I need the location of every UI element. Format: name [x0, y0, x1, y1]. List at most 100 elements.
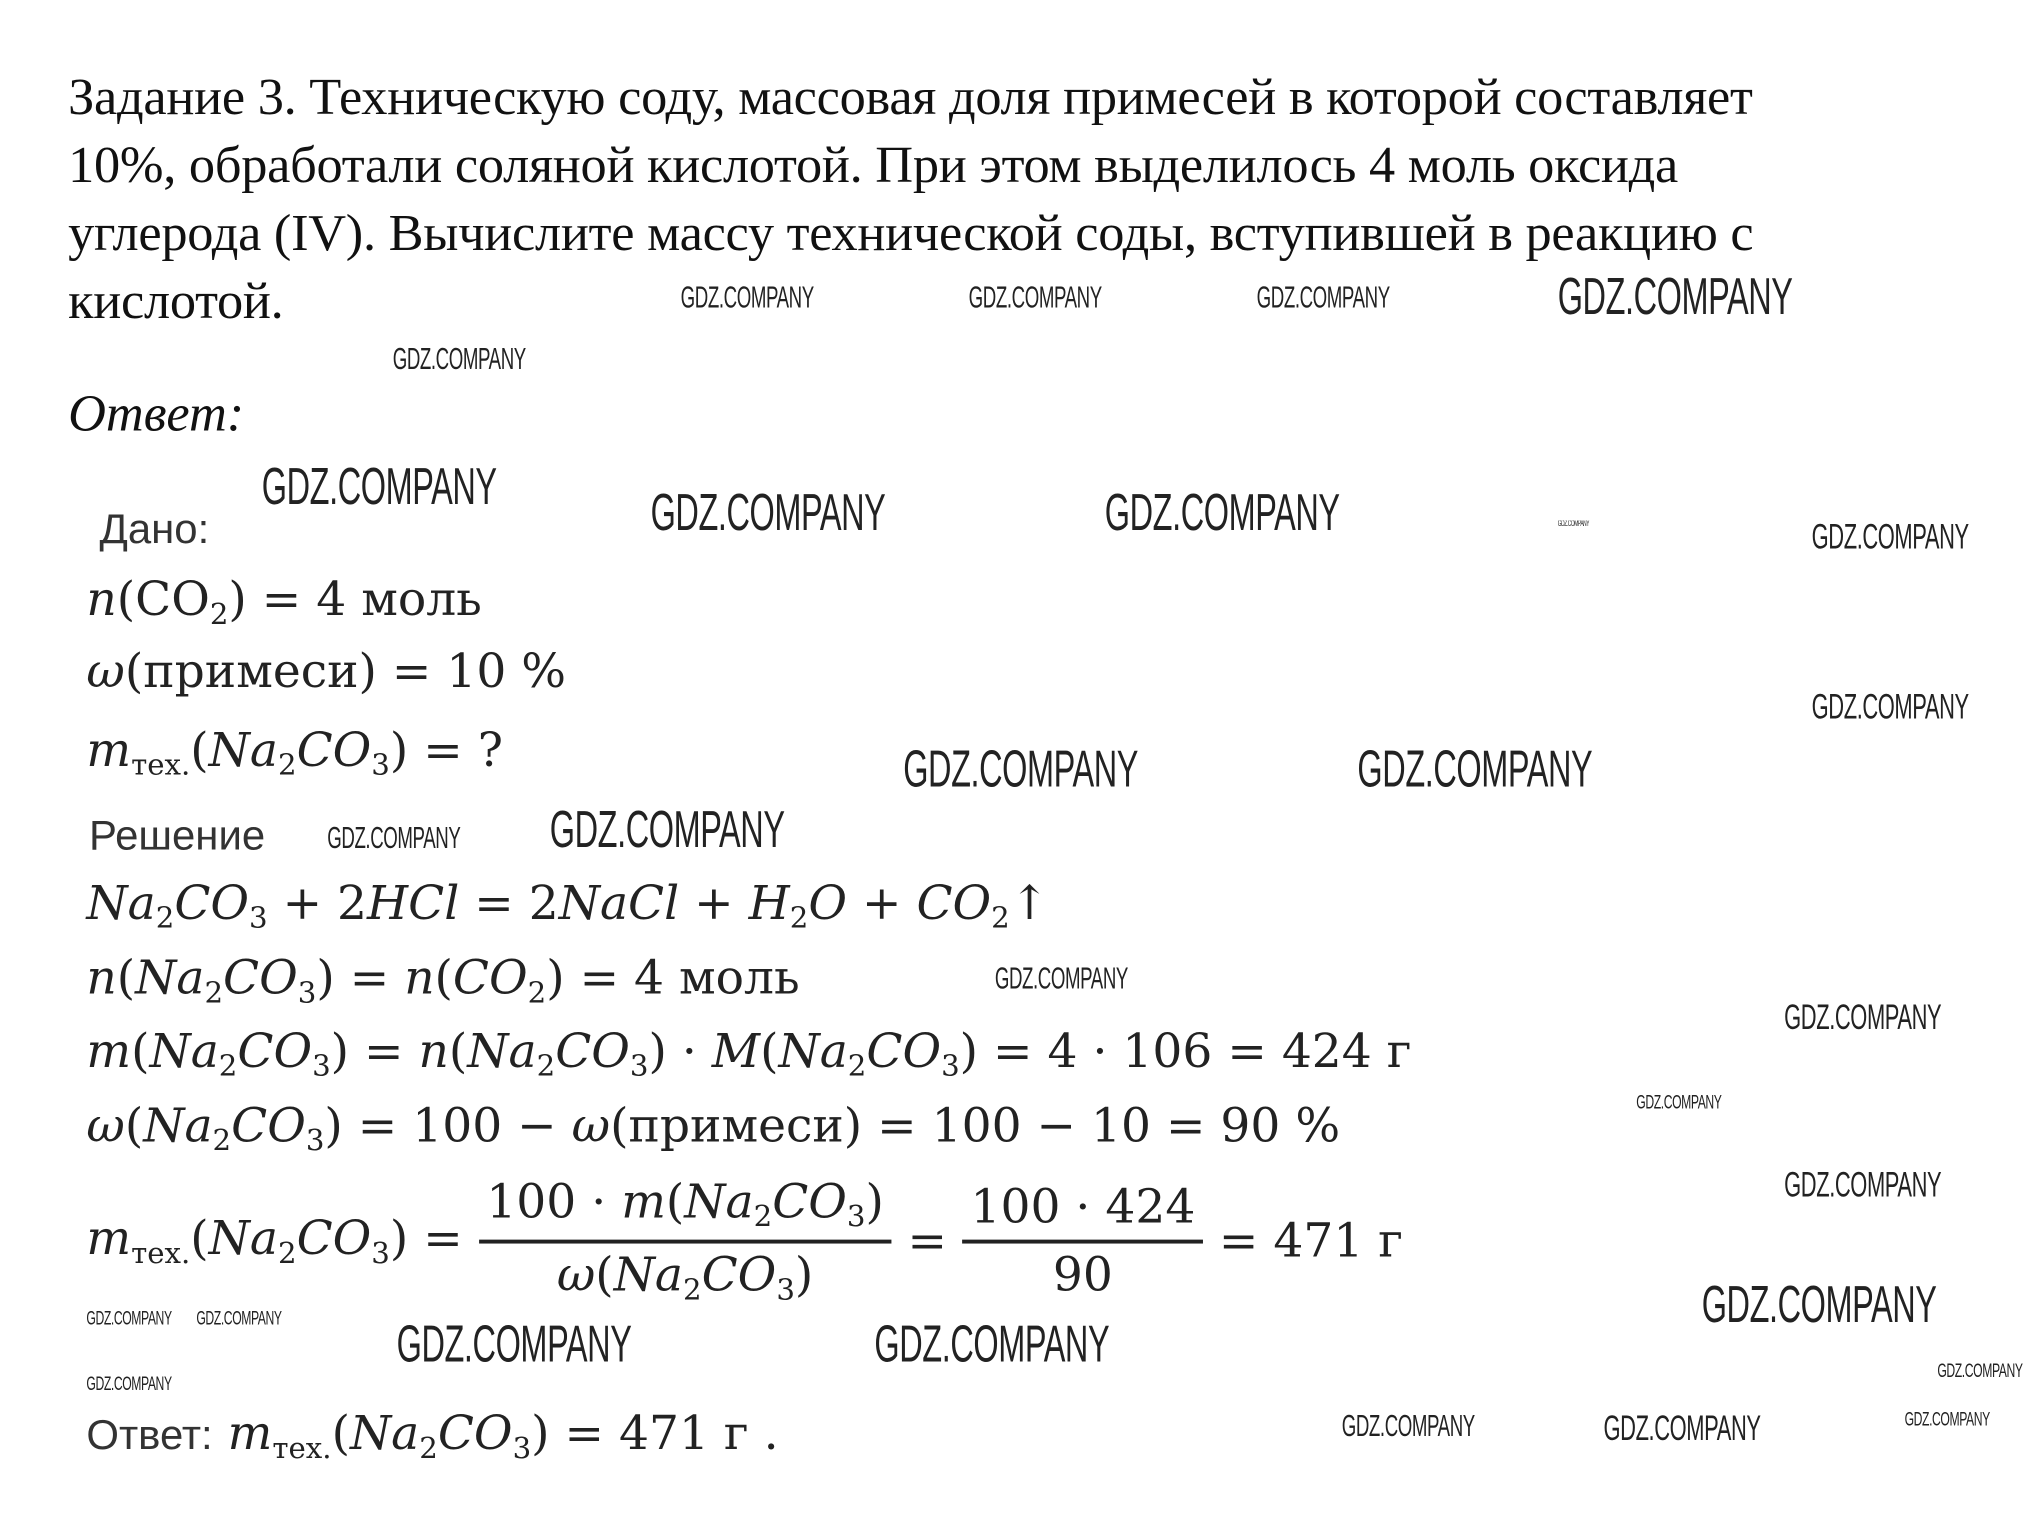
math-segment: n — [404, 951, 435, 1006]
mass-na2co3: m(Na2CO3) = n(Na2CO3) · M(Na2CO3) = 4 · … — [86, 1025, 1411, 1083]
math-segment: M — [711, 1024, 761, 1079]
watermark: GDZ.COMPANY — [1557, 268, 1793, 326]
math-segment: ( — [448, 1024, 468, 1079]
math-segment: тех. — [131, 748, 191, 783]
math-segment: n — [418, 1024, 449, 1079]
math-segment: 90 — [1052, 1248, 1113, 1303]
math-segment: Na — [778, 1024, 848, 1079]
formula-result: = 471 г — [1219, 1214, 1403, 1268]
math-segment: Na — [149, 1024, 219, 1079]
math-segment: ω — [556, 1248, 596, 1303]
math-segment: ( — [331, 1407, 350, 1461]
math-segment: 2 — [991, 901, 1010, 936]
fraction-2-numerator: 100 · 424 — [962, 1180, 1204, 1244]
math-segment: H — [748, 877, 790, 931]
math-segment: ( — [434, 951, 453, 1006]
watermark: GDZ.COMPANY — [1784, 997, 1942, 1037]
formula-lhs: mтех.(Na2CO3) = — [86, 1212, 462, 1270]
math-segment: + 2 — [267, 877, 368, 931]
watermark: GDZ.COMPANY — [1357, 740, 1593, 799]
watermark: GDZ.COMPANY — [1811, 687, 1969, 727]
math-segment: ω — [86, 645, 125, 700]
watermark: GDZ.COMPANY — [392, 341, 527, 376]
math-segment: 2 — [527, 976, 547, 1011]
math-segment: ) = 4 моль — [228, 573, 482, 628]
given-moles-co2: n(CO2) = 4 моль — [86, 573, 481, 631]
math-segment: NaCl — [558, 877, 680, 931]
math-segment: CO — [135, 573, 210, 628]
math-segment: ω — [571, 1099, 611, 1154]
fraction-1-denominator: ω(Na2CO3) — [556, 1243, 813, 1306]
math-segment: ω — [86, 1099, 125, 1154]
math-segment: ( — [116, 573, 136, 628]
math-segment: 100 · 424 — [970, 1180, 1196, 1234]
math-segment: ( — [190, 723, 209, 778]
math-segment: CO — [223, 951, 298, 1006]
math-segment: 3 — [297, 976, 317, 1011]
math-segment: тех. — [272, 1431, 332, 1466]
math-segment: ) = — [330, 1024, 419, 1079]
math-segment: O — [808, 877, 847, 931]
math-segment: 3 — [629, 1049, 649, 1084]
math-segment: Na — [143, 1099, 213, 1154]
math-segment: Na — [86, 877, 156, 931]
math-segment: 2 — [212, 1124, 232, 1159]
math-segment: ) = 100 − — [324, 1099, 572, 1154]
math-segment: n — [86, 573, 117, 628]
math-segment: 2 — [218, 1049, 238, 1084]
math-segment: CO — [174, 877, 250, 931]
math-segment: ) = 4 · 106 = 424 г — [959, 1024, 1412, 1079]
math-segment: CO — [231, 1099, 306, 1154]
watermark: GDZ.COMPANY — [1603, 1408, 1761, 1448]
math-segment: 3 — [371, 748, 390, 783]
watermark: GDZ.COMPANY — [1557, 520, 1590, 529]
math-segment: 3 — [249, 901, 268, 936]
math-segment: ( — [760, 1024, 779, 1079]
task-line-4: кислотой. — [68, 270, 284, 330]
watermark: GDZ.COMPANY — [968, 280, 1103, 315]
math-segment: CO — [452, 951, 528, 1006]
math-segment: (примеси) = 10 % — [124, 645, 567, 700]
watermark: GDZ.COMPANY — [650, 484, 886, 542]
math-segment: ) · — [648, 1024, 712, 1079]
watermark: GDZ.COMPANY — [1937, 1360, 2023, 1383]
math-segment: 3 — [312, 1049, 331, 1084]
fraction-1-numerator: 100 · m(Na2CO3) — [478, 1175, 892, 1244]
watermark: GDZ.COMPANY — [1811, 517, 1969, 557]
math-segment: ) = ? — [389, 723, 504, 778]
math-segment: (примеси) = 100 − 10 = 90 % — [610, 1099, 1341, 1154]
watermark: GDZ.COMPANY — [903, 740, 1139, 799]
math-segment: CO — [555, 1024, 630, 1079]
fraction-2: 100 · 424 90 — [962, 1180, 1204, 1302]
math-segment: Na — [613, 1248, 684, 1303]
math-segment: 2 — [278, 1236, 297, 1271]
fraction-2-denominator: 90 — [1053, 1243, 1113, 1302]
math-segment: ( — [124, 1099, 144, 1154]
math-segment: m — [86, 723, 132, 778]
math-segment: m — [86, 1024, 132, 1079]
equals-sign: = — [907, 1214, 947, 1269]
math-segment: + — [679, 877, 749, 931]
given-impurity-fraction: ω(примеси) = 10 % — [86, 645, 566, 699]
answer-heading: Ответ: — [68, 383, 245, 443]
math-segment: 2 — [789, 901, 809, 936]
math-segment: ( — [190, 1211, 209, 1266]
math-segment: ( — [665, 1175, 685, 1230]
solution-label: Решение — [89, 811, 266, 859]
watermark: GDZ.COMPANY — [327, 820, 461, 855]
reaction-equation: Na2CO3 + 2HCl = 2NaCl + H2O + CO2↑ — [86, 877, 1049, 935]
math-segment: CO — [296, 1211, 372, 1266]
math-segment: 2 — [209, 597, 229, 632]
watermark: GDZ.COMPANY — [261, 458, 497, 516]
task-line-1: Задание 3. Техническую соду, массовая до… — [68, 66, 1753, 126]
math-segment: ( — [595, 1248, 614, 1303]
watermark: GDZ.COMPANY — [1784, 1165, 1942, 1205]
math-segment: = 471 г — [1218, 1214, 1403, 1269]
watermark: GDZ.COMPANY — [196, 1307, 282, 1330]
math-segment: ) = 4 моль — [546, 951, 800, 1006]
math-segment: ( — [131, 1024, 150, 1079]
math-segment: n — [86, 951, 117, 1006]
math-segment: CO — [237, 1024, 313, 1079]
math-segment: 2 — [278, 748, 297, 783]
